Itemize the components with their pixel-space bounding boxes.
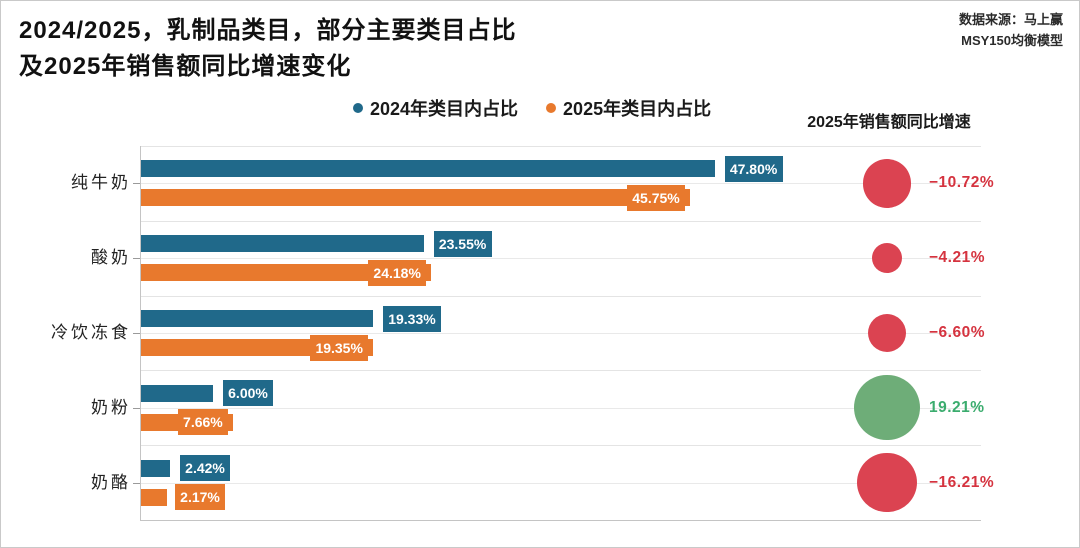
bar-value-label: 19.33% [382, 305, 441, 332]
gridline-row-center [140, 258, 981, 260]
chart-title: 2024/2025，乳制品类目，部分主要类目占比 及2025年销售额同比增速变化 [19, 13, 516, 85]
chart-title-line2: 及2025年销售额同比增速变化 [19, 53, 352, 80]
legend-item-2025: 2025年类目内占比 [546, 95, 711, 121]
growth-bubble [862, 159, 912, 208]
data-source-line2: MSY150均衡模型 [961, 33, 1063, 48]
category-label: 冷饮冻食 [51, 323, 131, 342]
y-axis-line [140, 146, 141, 520]
gridline-row-center [140, 482, 981, 484]
legend-label-2024: 2024年类目内占比 [370, 99, 519, 119]
gridline-row-center [140, 183, 981, 185]
legend-dot-2024-icon [353, 103, 363, 113]
data-source-line1: 数据来源：马上赢 [958, 12, 1063, 27]
bar-2025年类目内占比 [141, 488, 168, 506]
gridline-row-center [140, 333, 981, 334]
axis-tick [133, 183, 140, 185]
bar-2025年类目内占比 [141, 189, 690, 207]
growth-label: −16.21% [929, 473, 995, 491]
axis-tick [133, 258, 140, 260]
gridline [140, 295, 981, 297]
bar-value-label: 6.00% [223, 380, 273, 407]
bar-value-label: 45.75% [627, 184, 685, 211]
legend-label-2025: 2025年类目内占比 [563, 99, 712, 119]
gridline [140, 220, 981, 222]
axis-tick [133, 333, 140, 334]
bar-value-label: 2.17% [175, 484, 226, 511]
chart-legend: 2024年类目内占比 2025年类目内占比 [353, 95, 711, 121]
gridline [140, 445, 981, 447]
bar-value-label: 7.66% [177, 409, 228, 436]
growth-label: −10.72% [929, 174, 995, 192]
bar-value-label: 2.42% [180, 455, 231, 482]
bar-2024年类目内占比 [141, 160, 715, 178]
bar-value-label: 19.35% [310, 334, 369, 361]
axis-tick [133, 482, 140, 484]
bar-2024年类目内占比 [141, 384, 213, 402]
bar-2024年类目内占比 [141, 310, 373, 327]
bar-value-label: 24.18% [368, 259, 427, 286]
growth-bubble [867, 313, 907, 353]
growth-label: −6.60% [929, 324, 986, 341]
bar-2025年类目内占比 [141, 264, 432, 282]
gridline [140, 370, 981, 372]
growth-bubble [857, 452, 917, 513]
bar-2024年类目内占比 [141, 235, 424, 253]
gridline-row-center [140, 407, 981, 409]
legend-dot-2025-icon [546, 103, 557, 113]
data-source-note: 数据来源：马上赢 MSY150均衡模型 [959, 9, 1063, 51]
category-label: 纯牛奶 [71, 173, 131, 193]
growth-column-header: 2025年销售额同比增速 [807, 114, 971, 131]
legend-item-2024: 2024年类目内占比 [353, 95, 518, 121]
bar-value-label: 23.55% [433, 230, 492, 257]
chart-title-line1: 2024/2025，乳制品类目，部分主要类目占比 [19, 17, 517, 44]
gridline [140, 146, 981, 147]
category-label: 酸奶 [91, 248, 131, 268]
bar-value-label: 47.80% [724, 155, 783, 182]
axis-tick [133, 407, 140, 409]
growth-bubble [871, 242, 903, 274]
growth-label: −4.21% [929, 249, 986, 267]
category-label: 奶粉 [91, 397, 131, 417]
growth-label: 19.21% [929, 398, 985, 416]
bar-2024年类目内占比 [141, 459, 171, 477]
category-label: 奶酪 [91, 472, 131, 492]
x-axis-line [140, 520, 981, 521]
growth-bubble [854, 375, 920, 441]
